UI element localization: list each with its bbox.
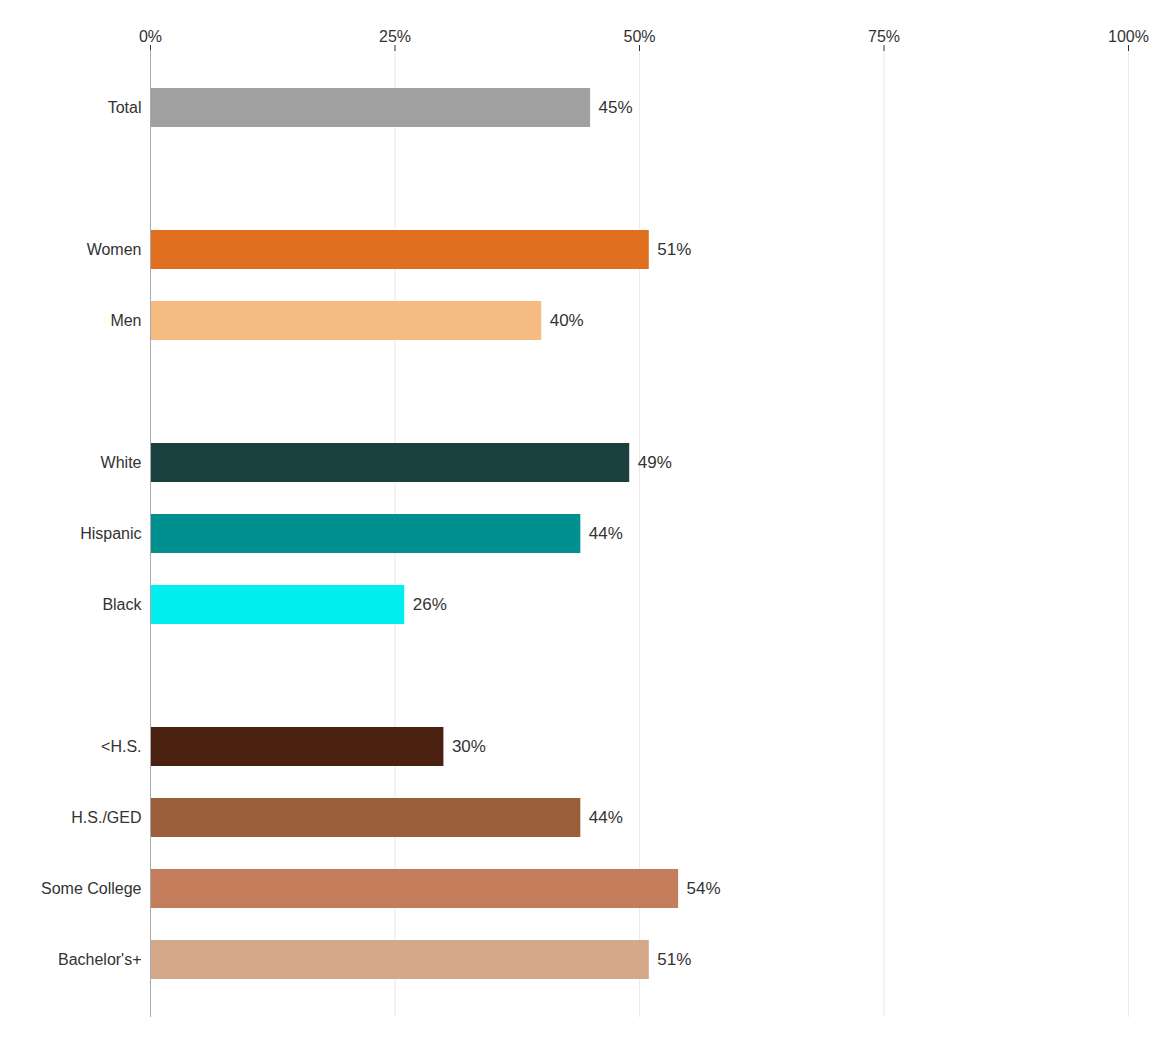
- svg-text:Total: Total: [108, 99, 142, 116]
- svg-text:44%: 44%: [589, 808, 623, 827]
- svg-text:White: White: [101, 454, 142, 471]
- svg-text:26%: 26%: [413, 595, 447, 614]
- svg-text:54%: 54%: [687, 879, 721, 898]
- svg-text:Men: Men: [110, 312, 141, 329]
- svg-text:75%: 75%: [868, 28, 900, 45]
- svg-text:<H.S.: <H.S.: [101, 738, 141, 755]
- svg-text:Hispanic: Hispanic: [80, 525, 141, 542]
- svg-text:0%: 0%: [139, 28, 162, 45]
- svg-text:51%: 51%: [657, 950, 691, 969]
- svg-text:Some College: Some College: [41, 880, 142, 897]
- svg-text:100%: 100%: [1108, 28, 1149, 45]
- svg-text:Black: Black: [102, 596, 142, 613]
- svg-text:30%: 30%: [452, 737, 486, 756]
- svg-text:Bachelor's+: Bachelor's+: [58, 951, 142, 968]
- svg-text:51%: 51%: [657, 240, 691, 259]
- svg-text:25%: 25%: [379, 28, 411, 45]
- svg-text:44%: 44%: [589, 524, 623, 543]
- svg-text:50%: 50%: [623, 28, 655, 45]
- svg-text:40%: 40%: [550, 311, 584, 330]
- svg-text:49%: 49%: [638, 453, 672, 472]
- svg-text:45%: 45%: [599, 98, 633, 117]
- svg-text:H.S./GED: H.S./GED: [71, 809, 141, 826]
- svg-text:Women: Women: [87, 241, 142, 258]
